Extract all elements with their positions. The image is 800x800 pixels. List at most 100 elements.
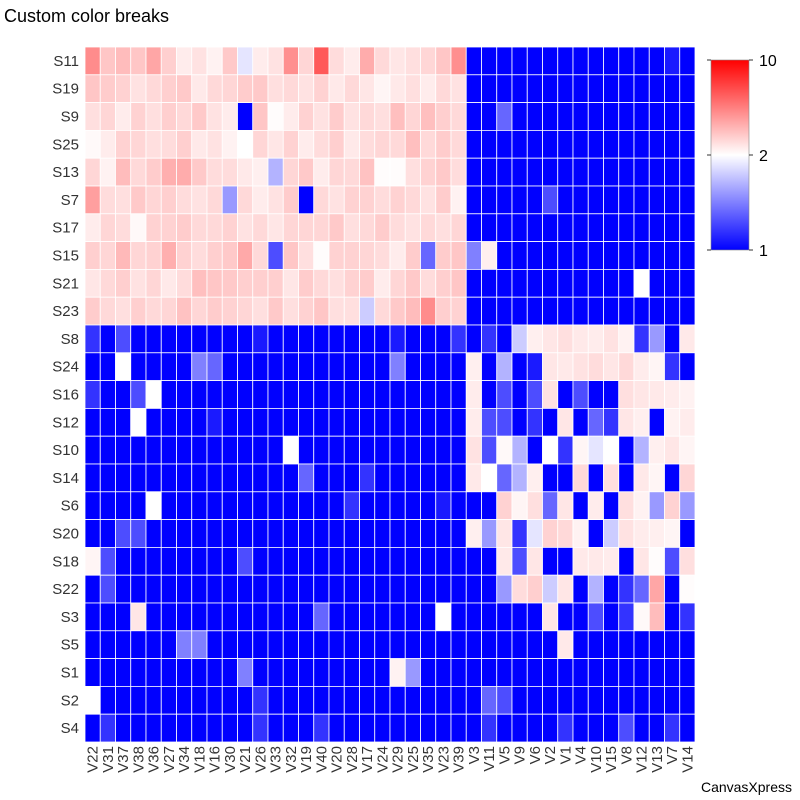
heatmap-cell[interactable] (511, 491, 528, 520)
heatmap-cell[interactable] (389, 491, 406, 520)
heatmap-cell[interactable] (298, 380, 315, 409)
heatmap-cell[interactable] (496, 602, 513, 632)
heatmap-cell[interactable] (648, 547, 665, 576)
heatmap-cell[interactable] (389, 435, 406, 465)
heatmap-cell[interactable] (160, 380, 177, 409)
heatmap-cell[interactable] (145, 630, 162, 659)
heatmap-cell[interactable] (145, 658, 162, 687)
heatmap-cell[interactable] (511, 157, 528, 187)
heatmap-cell[interactable] (603, 185, 620, 215)
heatmap-cell[interactable] (282, 463, 299, 493)
heatmap-cell[interactable] (176, 686, 193, 715)
heatmap-cell[interactable] (206, 185, 223, 215)
heatmap-cell[interactable] (176, 435, 193, 465)
heatmap-cell[interactable] (542, 435, 559, 465)
heatmap-cell[interactable] (84, 157, 101, 187)
heatmap-cell[interactable] (679, 519, 696, 548)
heatmap-cell[interactable] (191, 630, 208, 659)
heatmap-cell[interactable] (206, 435, 223, 465)
heatmap-cell[interactable] (359, 185, 376, 215)
heatmap-cell[interactable] (557, 602, 574, 632)
heatmap-cell[interactable] (115, 491, 132, 520)
heatmap-cell[interactable] (328, 46, 345, 76)
heatmap-cell[interactable] (191, 435, 208, 465)
heatmap-cell[interactable] (679, 213, 696, 243)
heatmap-cell[interactable] (99, 380, 116, 409)
heatmap-cell[interactable] (526, 296, 543, 326)
heatmap-cell[interactable] (84, 686, 101, 715)
heatmap-cell[interactable] (404, 463, 421, 493)
heatmap-cell[interactable] (435, 574, 452, 604)
heatmap-cell[interactable] (343, 268, 360, 298)
heatmap-cell[interactable] (557, 491, 574, 520)
heatmap-cell[interactable] (511, 296, 528, 326)
heatmap-cell[interactable] (221, 352, 238, 381)
heatmap-cell[interactable] (679, 268, 696, 298)
heatmap-cell[interactable] (633, 713, 650, 743)
heatmap-cell[interactable] (664, 602, 681, 632)
heatmap-cell[interactable] (572, 547, 589, 576)
heatmap-cell[interactable] (160, 102, 177, 131)
heatmap-cell[interactable] (648, 380, 665, 409)
heatmap-cell[interactable] (130, 630, 147, 659)
heatmap-cell[interactable] (389, 268, 406, 298)
heatmap-cell[interactable] (191, 491, 208, 520)
heatmap-cell[interactable] (404, 602, 421, 632)
heatmap-cell[interactable] (404, 574, 421, 604)
heatmap-cell[interactable] (496, 268, 513, 298)
heatmap-cell[interactable] (618, 185, 635, 215)
heatmap-cell[interactable] (84, 407, 101, 437)
heatmap-cell[interactable] (252, 296, 269, 326)
heatmap-cell[interactable] (84, 102, 101, 131)
heatmap-cell[interactable] (465, 658, 482, 687)
heatmap-cell[interactable] (587, 213, 604, 243)
heatmap-cell[interactable] (160, 658, 177, 687)
heatmap-cell[interactable] (526, 241, 543, 270)
heatmap-cell[interactable] (572, 213, 589, 243)
heatmap-cell[interactable] (313, 46, 330, 76)
heatmap-cell[interactable] (511, 241, 528, 270)
heatmap-cell[interactable] (603, 407, 620, 437)
heatmap-cell[interactable] (557, 74, 574, 104)
heatmap-cell[interactable] (542, 491, 559, 520)
heatmap-cell[interactable] (648, 463, 665, 493)
heatmap-cell[interactable] (221, 241, 238, 270)
heatmap-cell[interactable] (343, 46, 360, 76)
heatmap-cell[interactable] (526, 74, 543, 104)
heatmap-cell[interactable] (130, 241, 147, 270)
heatmap-cell[interactable] (679, 380, 696, 409)
heatmap-cell[interactable] (99, 491, 116, 520)
heatmap-cell[interactable] (374, 324, 391, 354)
heatmap-cell[interactable] (343, 519, 360, 548)
heatmap-cell[interactable] (664, 102, 681, 131)
heatmap-cell[interactable] (176, 380, 193, 409)
heatmap-cell[interactable] (450, 547, 467, 576)
heatmap-cell[interactable] (633, 407, 650, 437)
heatmap-cell[interactable] (206, 352, 223, 381)
heatmap-cell[interactable] (374, 268, 391, 298)
heatmap-cell[interactable] (664, 241, 681, 270)
heatmap-cell[interactable] (343, 213, 360, 243)
heatmap-cell[interactable] (389, 46, 406, 76)
heatmap-cell[interactable] (328, 241, 345, 270)
heatmap-cell[interactable] (465, 296, 482, 326)
heatmap-cell[interactable] (557, 519, 574, 548)
heatmap-cell[interactable] (618, 213, 635, 243)
heatmap-cell[interactable] (206, 602, 223, 632)
heatmap-cell[interactable] (435, 658, 452, 687)
heatmap-cell[interactable] (359, 324, 376, 354)
heatmap-cell[interactable] (298, 407, 315, 437)
heatmap-cell[interactable] (435, 213, 452, 243)
heatmap-cell[interactable] (160, 74, 177, 104)
heatmap-cell[interactable] (618, 268, 635, 298)
heatmap-cell[interactable] (389, 630, 406, 659)
heatmap-cell[interactable] (191, 463, 208, 493)
heatmap-cell[interactable] (374, 213, 391, 243)
heatmap-cell[interactable] (343, 185, 360, 215)
heatmap-cell[interactable] (496, 157, 513, 187)
heatmap-cell[interactable] (542, 46, 559, 76)
heatmap-cell[interactable] (542, 74, 559, 104)
heatmap-cell[interactable] (481, 129, 498, 159)
heatmap-cell[interactable] (435, 630, 452, 659)
heatmap-cell[interactable] (221, 46, 238, 76)
